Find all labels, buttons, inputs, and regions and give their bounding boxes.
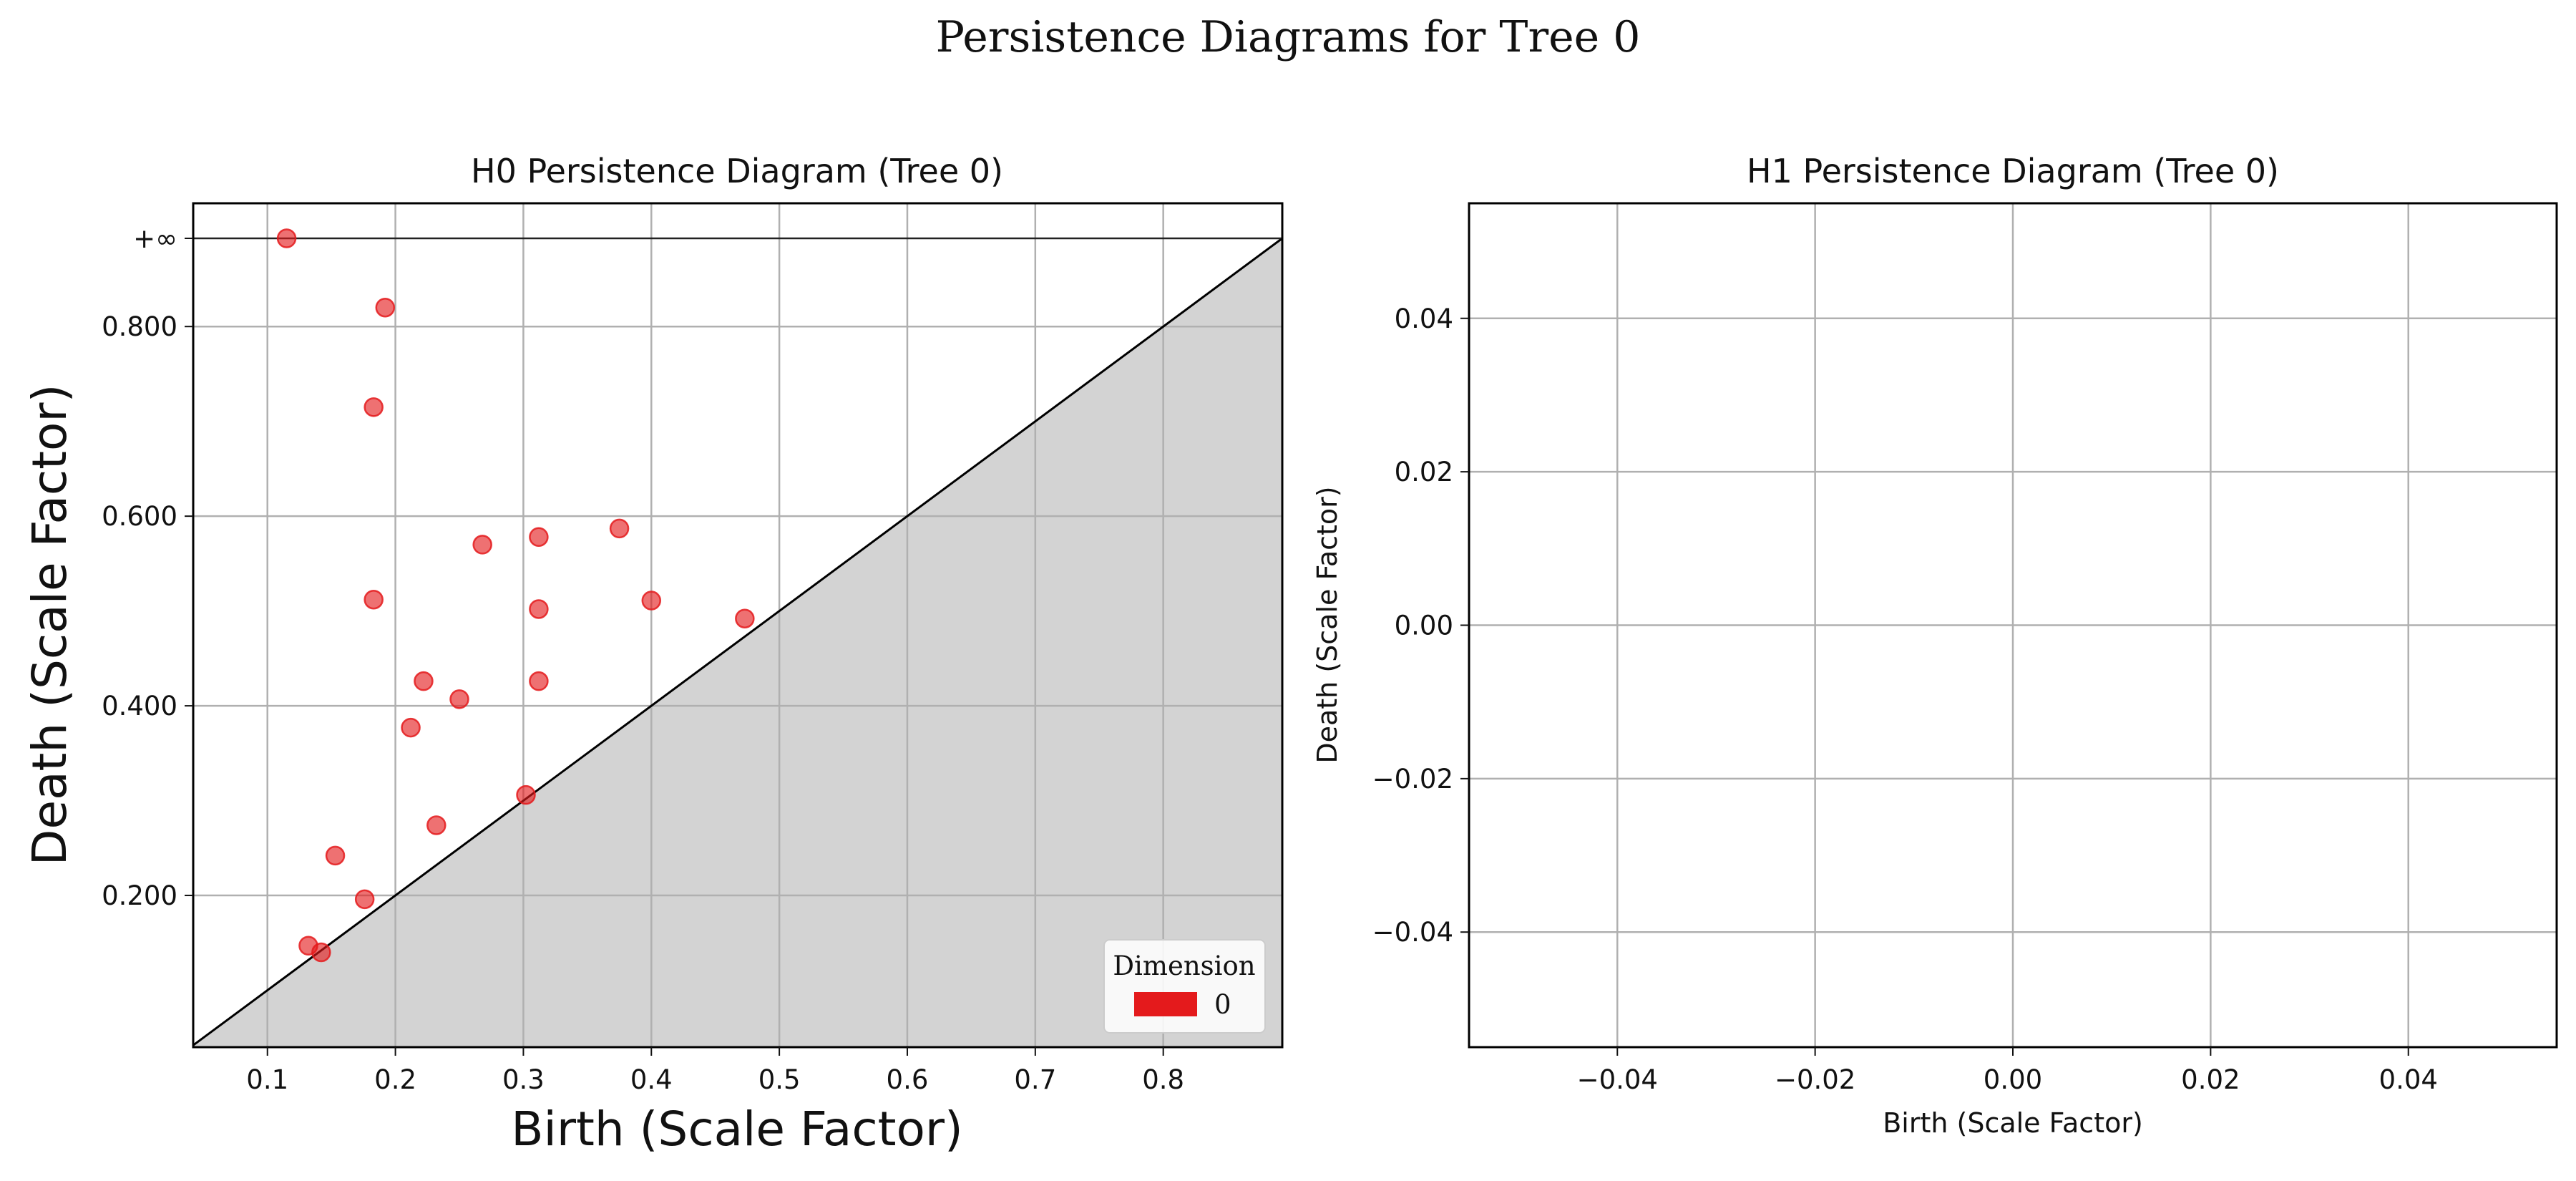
data-point: [354, 889, 375, 910]
h1-y-axis-label: Death (Scale Factor): [1312, 486, 1343, 763]
data-point: [414, 671, 434, 691]
diagonal-line: [192, 237, 1283, 1046]
data-point: [276, 228, 297, 248]
data-point: [529, 527, 549, 548]
x-tick-label: 0.5: [758, 1064, 801, 1095]
x-tick-label: 0.6: [887, 1064, 929, 1095]
data-point: [325, 845, 346, 866]
h0-y-ticks: 0.200 0.400 0.600 0.800 +∞: [102, 223, 193, 911]
y-tick-label: 0.200: [102, 880, 177, 911]
h1-x-axis-label: Birth (Scale Factor): [1883, 1107, 2143, 1139]
x-tick-label: 0.7: [1014, 1064, 1056, 1095]
data-point: [609, 518, 630, 539]
h0-title: H0 Persistence Diagram (Tree 0): [471, 152, 1003, 190]
data-point: [401, 717, 421, 738]
data-point: [375, 297, 396, 318]
h0-legend: Dimension 0: [1103, 939, 1266, 1034]
y-tick-label: −0.02: [1372, 764, 1453, 794]
y-tick-label: 0.800: [102, 311, 177, 342]
h0-x-axis-label: Birth (Scale Factor): [511, 1102, 963, 1157]
data-point: [364, 397, 384, 417]
h0-x-ticks: 0.1 0.2 0.3 0.4 0.5 0.6 0.7 0.8: [246, 1047, 1184, 1095]
data-point: [516, 784, 536, 805]
h1-panel: H1 Persistence Diagram (Tree 0) −0.04 −0.…: [1312, 152, 2558, 1139]
x-tick-label: −0.02: [1775, 1064, 1855, 1095]
y-tick-label: 0.02: [1395, 457, 1453, 487]
data-point: [311, 942, 331, 963]
figure-title: Persistence Diagrams for Tree 0: [936, 12, 1641, 62]
x-tick-label: 0.3: [502, 1064, 545, 1095]
data-point: [364, 589, 384, 610]
data-point: [735, 608, 755, 628]
legend-swatch: [1134, 992, 1197, 1016]
x-tick-label: 0.4: [630, 1064, 673, 1095]
x-tick-label: 0.8: [1142, 1064, 1184, 1095]
y-tick-label: 0.400: [102, 691, 177, 721]
y-tick-label: 0.04: [1395, 303, 1453, 334]
h1-plot-area: [1468, 202, 2558, 1049]
h1-y-ticks: −0.04 −0.02 0.00 0.02 0.04: [1372, 303, 1469, 948]
h0-y-axis-label: Death (Scale Factor): [22, 384, 77, 866]
x-tick-label: 0.00: [1984, 1064, 2042, 1095]
y-tick-label: 0.00: [1395, 611, 1453, 641]
y-tick-label: 0.600: [102, 501, 177, 532]
x-tick-label: 0.1: [246, 1064, 288, 1095]
h0-plot-area: [192, 202, 1284, 1049]
data-point: [472, 535, 492, 555]
x-tick-label: 0.02: [2181, 1064, 2240, 1095]
h1-x-ticks: −0.04 −0.02 0.00 0.02 0.04: [1577, 1047, 2438, 1095]
h0-panel: H0 Persistence Diagram (Tree 0) 0.1 0.2 0.…: [22, 152, 1284, 1157]
y-tick-label-infinity: +∞: [133, 223, 177, 254]
legend-title: Dimension: [1113, 951, 1255, 981]
data-point: [529, 671, 549, 691]
x-tick-label: 0.04: [2379, 1064, 2438, 1095]
legend-label: 0: [1214, 989, 1231, 1020]
data-point: [641, 590, 662, 611]
data-point: [529, 599, 549, 619]
data-point: [426, 815, 447, 835]
data-point: [449, 689, 469, 709]
h1-title: H1 Persistence Diagram (Tree 0): [1747, 152, 2279, 190]
x-tick-label: 0.2: [374, 1064, 416, 1095]
y-tick-label: −0.04: [1372, 917, 1453, 948]
x-tick-label: −0.04: [1577, 1064, 1658, 1095]
h0-axes-frame: [192, 202, 1284, 1049]
